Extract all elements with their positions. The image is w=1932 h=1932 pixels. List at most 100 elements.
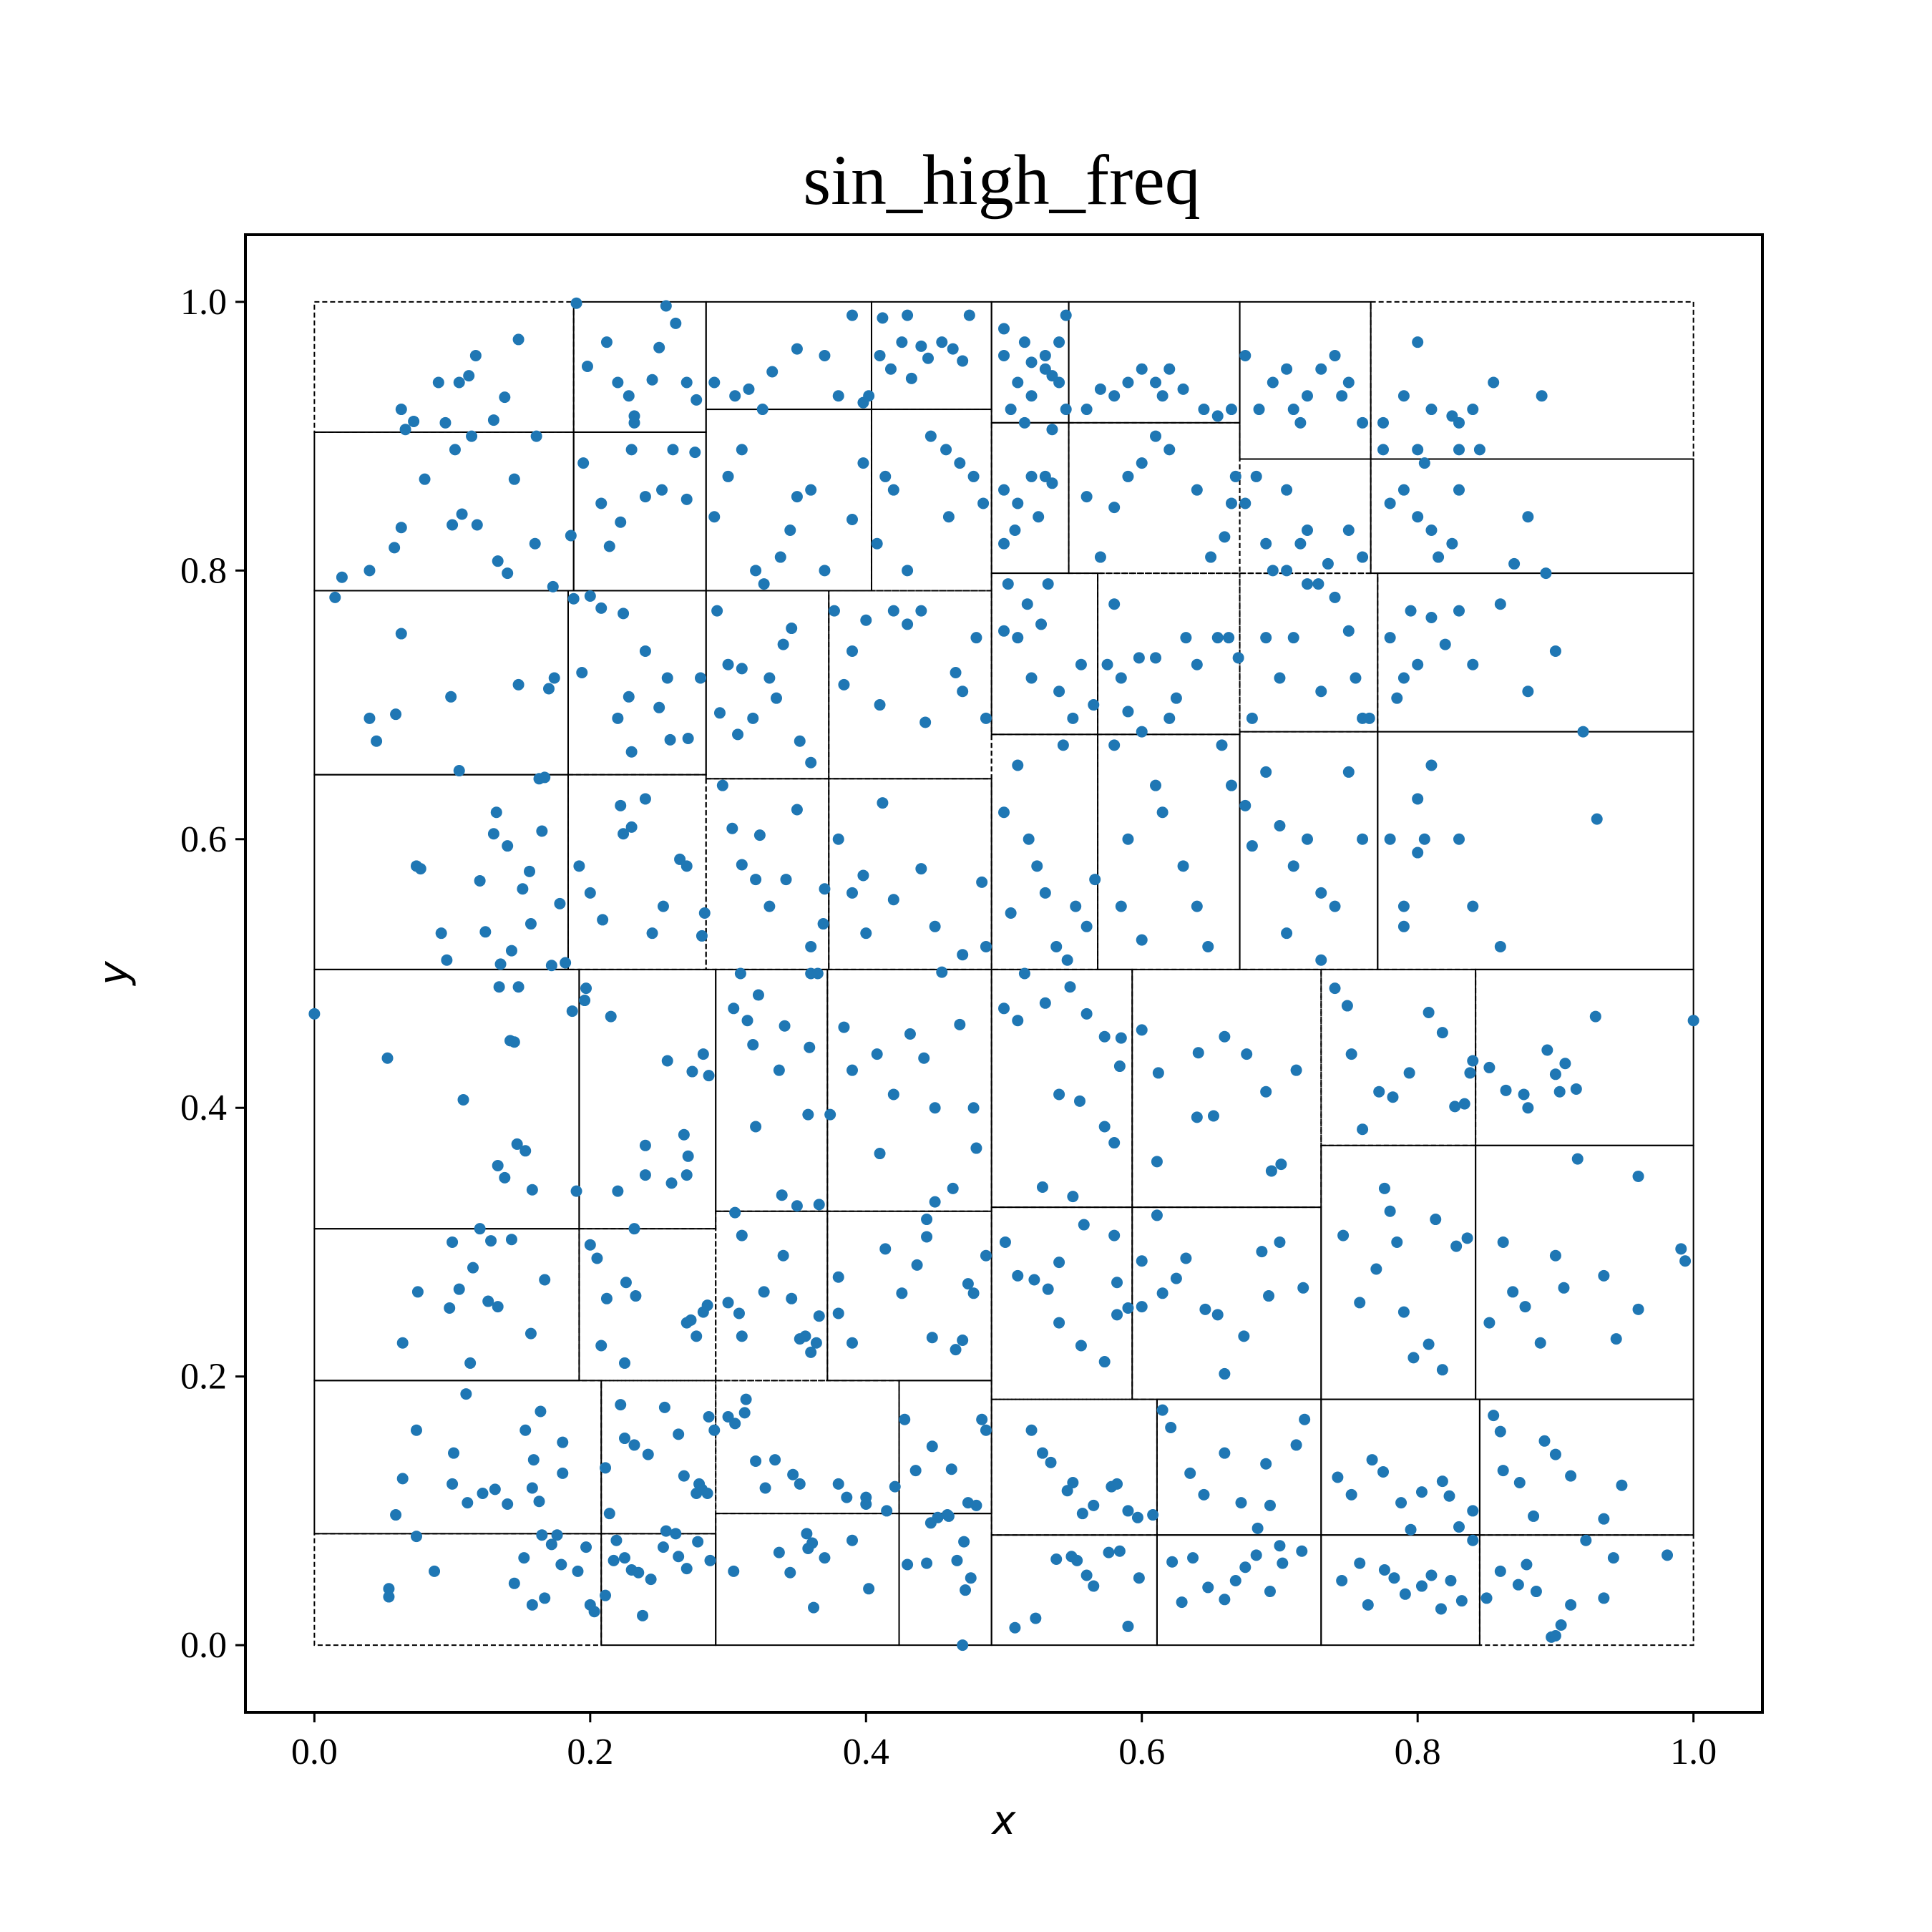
data-point bbox=[502, 1498, 514, 1511]
data-point bbox=[1151, 1156, 1163, 1168]
data-point bbox=[976, 1413, 988, 1425]
data-point bbox=[1675, 1243, 1687, 1255]
data-point bbox=[970, 1142, 982, 1154]
data-point bbox=[779, 1020, 791, 1032]
data-point bbox=[1549, 1448, 1561, 1460]
data-point bbox=[1322, 557, 1334, 570]
data-point bbox=[947, 343, 959, 355]
data-point bbox=[1281, 484, 1293, 496]
data-point bbox=[548, 672, 560, 684]
data-point bbox=[722, 658, 734, 670]
data-point bbox=[1377, 444, 1389, 456]
data-point bbox=[1522, 511, 1534, 523]
data-point bbox=[1521, 1558, 1533, 1571]
data-point bbox=[877, 797, 889, 809]
data-point bbox=[1036, 1181, 1048, 1193]
data-point bbox=[526, 1599, 538, 1611]
data-point bbox=[1354, 1297, 1366, 1309]
data-point bbox=[395, 404, 407, 416]
data-point bbox=[448, 1447, 460, 1459]
data-point bbox=[557, 1467, 569, 1479]
data-point bbox=[390, 1509, 402, 1521]
data-point bbox=[628, 1223, 640, 1235]
data-point bbox=[905, 372, 917, 384]
data-point bbox=[479, 926, 492, 938]
data-point bbox=[623, 390, 635, 402]
data-point bbox=[612, 712, 624, 724]
data-point bbox=[711, 605, 723, 617]
data-point bbox=[1453, 605, 1465, 617]
data-point bbox=[1461, 1232, 1473, 1244]
data-point bbox=[539, 771, 551, 784]
data-point bbox=[1377, 1465, 1389, 1478]
data-point bbox=[502, 567, 514, 580]
data-point bbox=[929, 1102, 941, 1114]
data-point bbox=[1223, 632, 1235, 644]
data-point bbox=[1274, 672, 1286, 684]
data-point bbox=[570, 1185, 582, 1197]
data-point bbox=[526, 1482, 538, 1494]
data-point bbox=[1028, 1274, 1040, 1286]
data-point bbox=[1151, 1209, 1163, 1221]
data-point bbox=[722, 1297, 734, 1309]
data-point bbox=[1559, 1058, 1571, 1070]
data-point bbox=[1074, 1095, 1085, 1107]
data-point bbox=[467, 1262, 479, 1274]
data-point bbox=[1219, 1594, 1231, 1606]
data-point bbox=[670, 1528, 682, 1540]
data-point bbox=[1540, 567, 1552, 580]
data-point bbox=[736, 1330, 748, 1342]
data-point bbox=[1111, 1277, 1123, 1289]
data-point bbox=[805, 940, 817, 952]
data-point bbox=[1053, 336, 1065, 348]
data-point bbox=[525, 1327, 537, 1340]
data-point bbox=[464, 1357, 477, 1369]
data-point bbox=[695, 672, 706, 684]
data-point bbox=[1122, 1302, 1134, 1314]
data-point bbox=[1315, 887, 1327, 899]
data-point bbox=[759, 1482, 771, 1494]
data-point bbox=[383, 1583, 395, 1595]
data-point bbox=[726, 822, 738, 834]
data-point bbox=[678, 1470, 690, 1482]
data-point bbox=[832, 1478, 844, 1490]
data-point bbox=[1384, 497, 1396, 509]
data-point bbox=[597, 914, 609, 926]
data-point bbox=[1458, 1098, 1470, 1110]
data-point bbox=[743, 383, 755, 395]
data-point bbox=[1133, 1572, 1145, 1584]
data-point bbox=[1108, 598, 1121, 610]
data-point bbox=[950, 1344, 962, 1356]
data-point bbox=[716, 779, 728, 791]
data-point bbox=[791, 1200, 803, 1212]
data-point bbox=[680, 1563, 693, 1575]
data-point bbox=[1342, 525, 1355, 536]
data-point bbox=[805, 484, 817, 496]
data-point bbox=[1397, 390, 1410, 402]
data-point bbox=[628, 410, 640, 422]
data-point bbox=[1264, 1586, 1276, 1598]
data-point bbox=[954, 1018, 966, 1030]
data-point bbox=[776, 1189, 788, 1201]
x-tick-label: 0.0 bbox=[291, 1732, 338, 1772]
data-point bbox=[608, 1554, 620, 1566]
data-point bbox=[661, 1055, 673, 1067]
data-point bbox=[1025, 1424, 1038, 1436]
data-point bbox=[1187, 1552, 1199, 1564]
data-point bbox=[805, 1346, 817, 1358]
data-point bbox=[536, 825, 548, 837]
data-point bbox=[658, 1401, 670, 1413]
data-point bbox=[566, 1005, 578, 1018]
data-point bbox=[1483, 1317, 1496, 1329]
data-point bbox=[1180, 1252, 1192, 1264]
data-point bbox=[1131, 1511, 1143, 1523]
data-point bbox=[1570, 1083, 1582, 1095]
data-point bbox=[1357, 833, 1369, 845]
data-point bbox=[701, 1299, 713, 1312]
data-point bbox=[1108, 502, 1121, 514]
data-point bbox=[1329, 900, 1341, 912]
data-point bbox=[1519, 1301, 1531, 1313]
data-point bbox=[637, 1609, 649, 1621]
data-point bbox=[623, 691, 635, 703]
data-point bbox=[462, 1497, 474, 1509]
